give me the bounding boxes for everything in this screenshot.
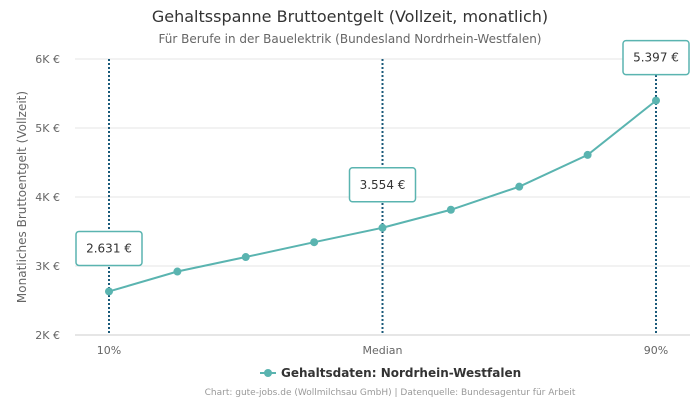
callout-box xyxy=(75,230,143,267)
data-point xyxy=(378,223,387,232)
y-axis-label: Monatliches Bruttoentgelt (Vollzeit) xyxy=(15,91,29,303)
x-tick-label: Median xyxy=(362,344,402,357)
callout-label: 2.631 € xyxy=(86,241,132,255)
legend[interactable]: Gehaltsdaten: Nordrhein-Westfalen xyxy=(260,366,521,380)
data-point xyxy=(310,238,319,247)
y-axis-ticks: 2K € 3K € 4K € 5K € 6K € xyxy=(35,53,60,342)
callout-label: 5.397 € xyxy=(633,51,679,65)
callout-box xyxy=(348,167,417,203)
value-callout: 3.554 € xyxy=(348,167,417,203)
data-point xyxy=(652,96,660,105)
series-group xyxy=(105,96,660,296)
chart-credits: Chart: gute-jobs.de (Wollmilchsau GmbH) … xyxy=(205,388,576,398)
callout-box xyxy=(622,39,690,76)
data-point xyxy=(241,253,250,262)
chart-title: Gehaltsspanne Bruttoentgelt (Vollzeit, m… xyxy=(152,7,548,26)
data-point xyxy=(446,205,455,214)
data-point xyxy=(105,287,113,296)
data-point xyxy=(515,182,524,191)
value-callout: 2.631 € xyxy=(75,230,143,267)
y-tick-label: 5K € xyxy=(35,122,60,135)
y-tick-label: 4K € xyxy=(35,191,60,204)
x-tick-label: 90% xyxy=(644,344,668,357)
data-point xyxy=(583,150,592,159)
x-axis-ticks: 10% Median 90% xyxy=(97,344,668,357)
x-tick-label: 10% xyxy=(97,344,121,357)
y-tick-label: 6K € xyxy=(35,53,60,66)
legend-label: Gehaltsdaten: Nordrhein-Westfalen xyxy=(281,366,521,380)
y-tick-label: 3K € xyxy=(35,260,60,273)
value-callout: 5.397 € xyxy=(622,39,690,76)
chart-subtitle: Für Berufe in der Bauelektrik (Bundeslan… xyxy=(159,32,542,46)
data-point xyxy=(173,267,182,276)
value-callouts: 2.631 € 3.554 € 5.397 € xyxy=(75,39,690,267)
y-tick-label: 2K € xyxy=(35,329,60,342)
callout-label: 3.554 € xyxy=(360,178,406,192)
legend-dot-symbol xyxy=(264,369,272,377)
